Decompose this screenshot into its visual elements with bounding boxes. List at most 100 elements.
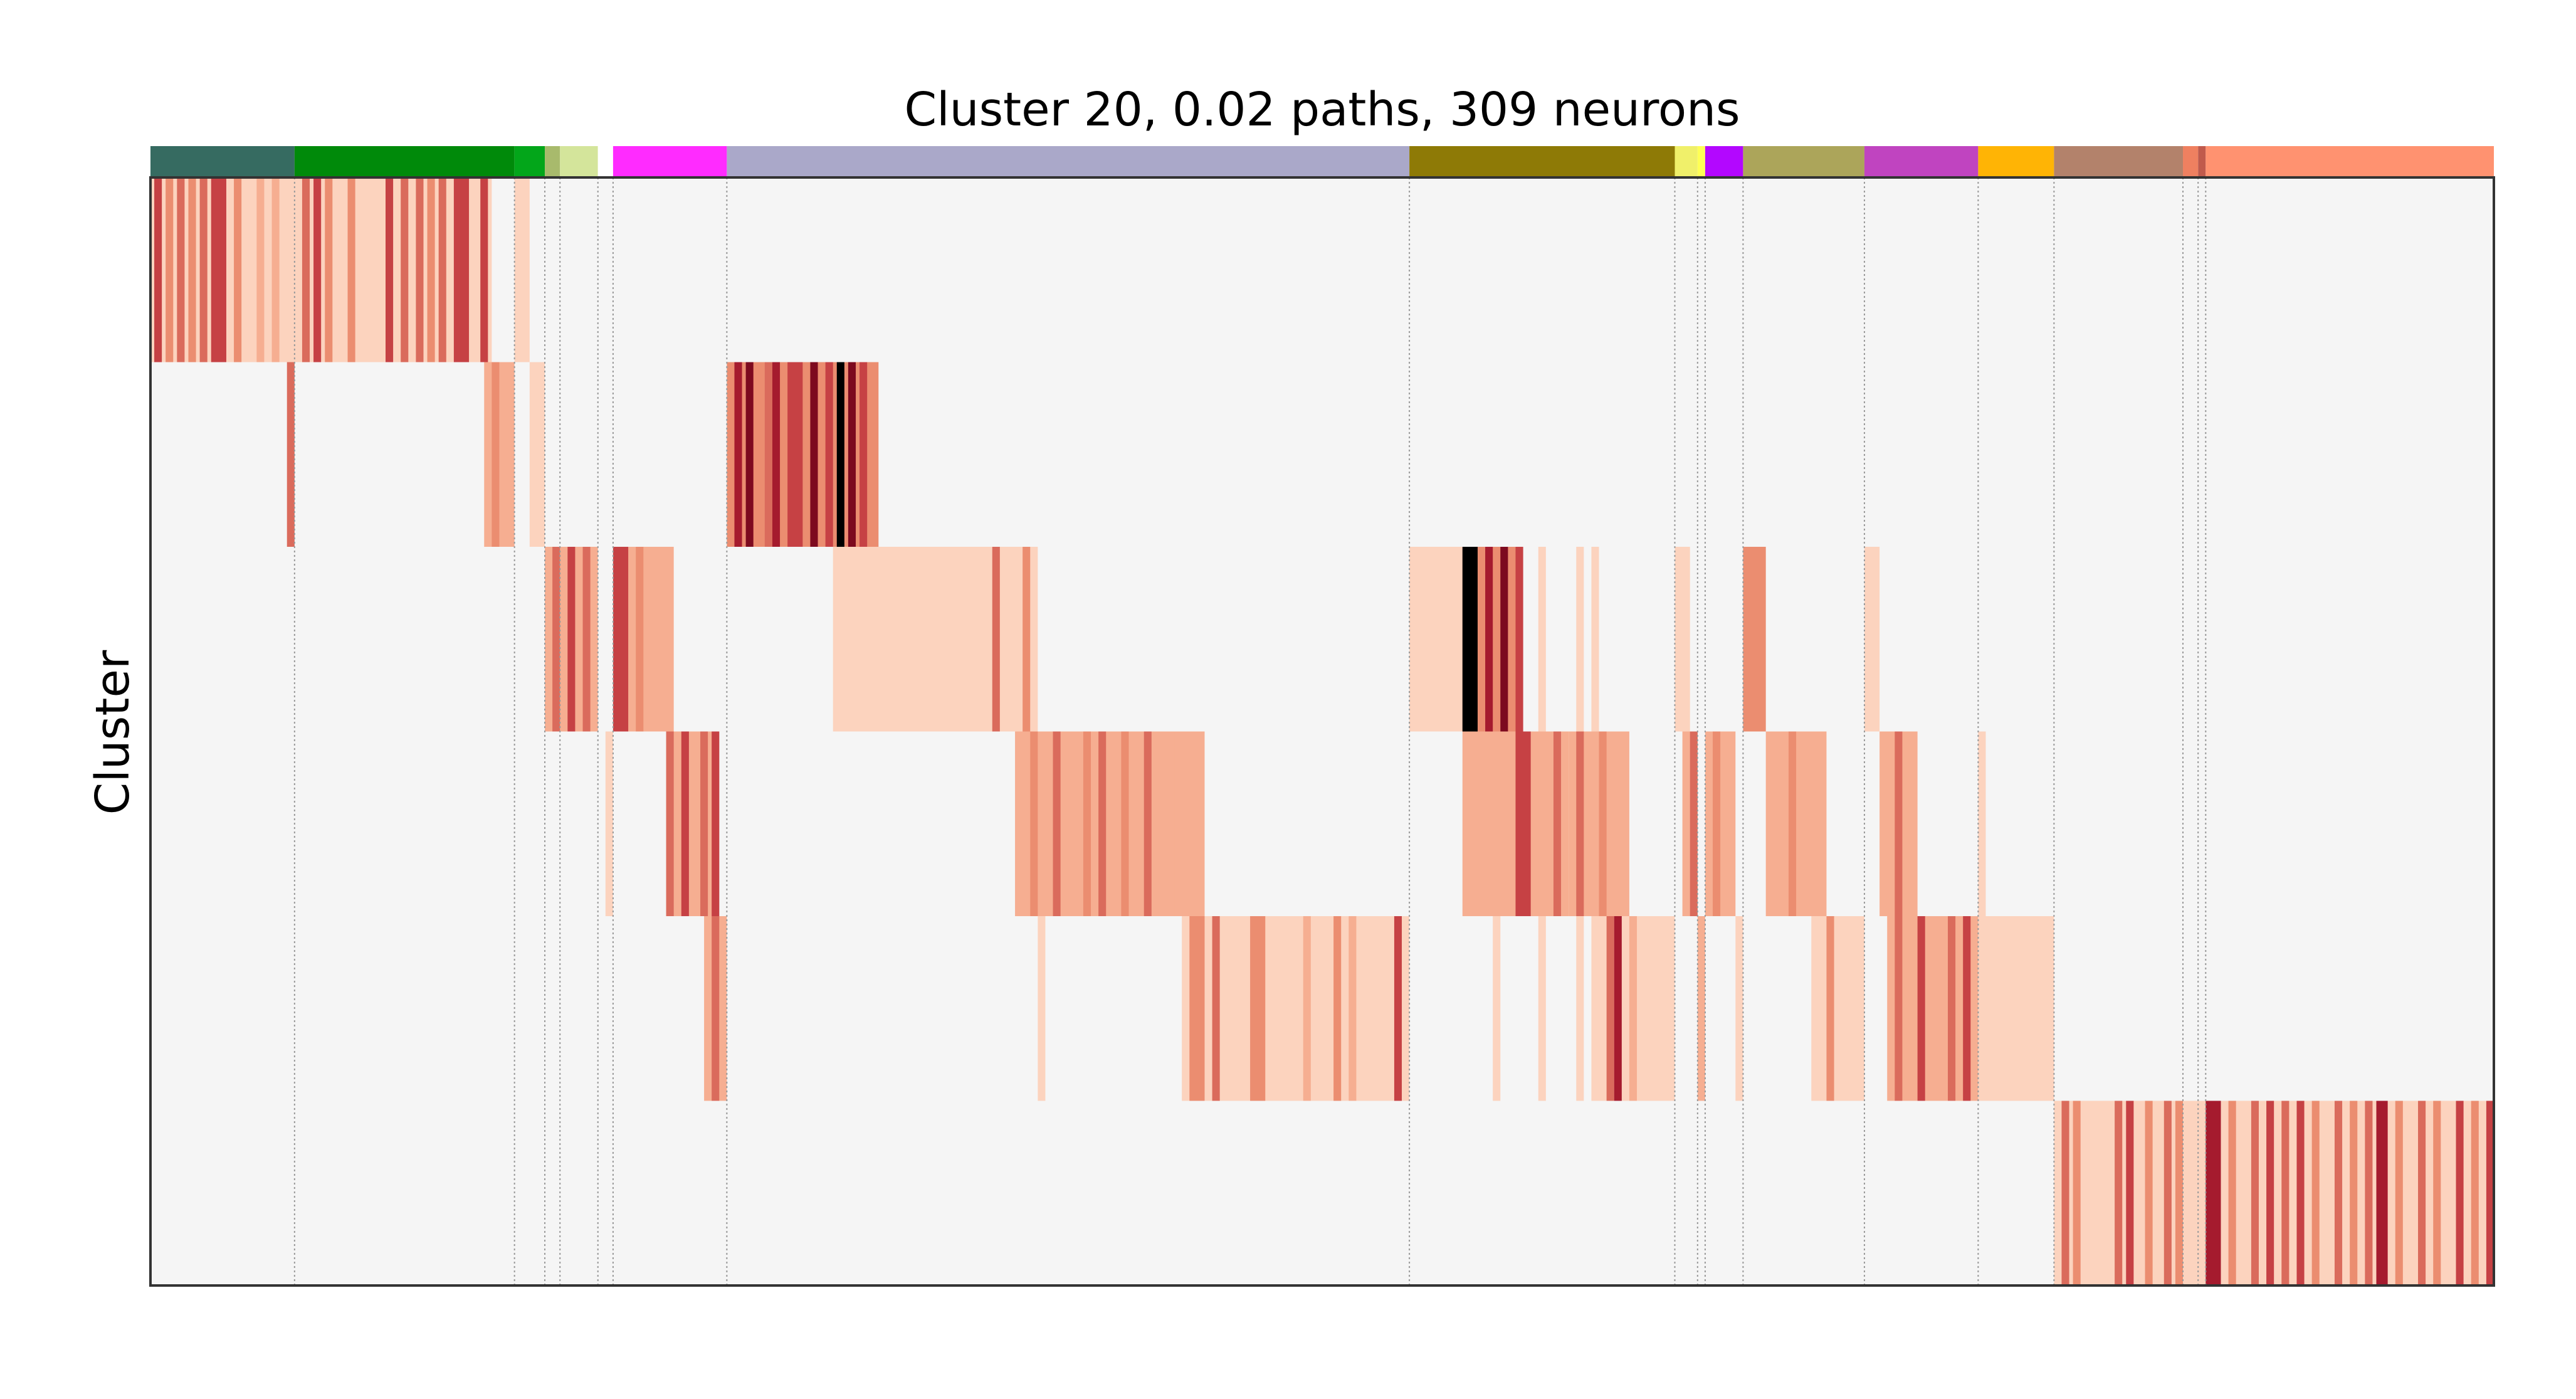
heatmap-cell xyxy=(1713,731,1721,916)
heatmap-cell xyxy=(2395,1101,2403,1285)
heatmap-row xyxy=(545,547,1880,732)
heatmap-cell xyxy=(1895,731,1903,916)
heatmap-cell xyxy=(2471,1101,2479,1285)
group-bar-segment xyxy=(597,146,613,177)
heatmap-cell xyxy=(1212,916,1220,1101)
heatmap-cell xyxy=(256,177,265,362)
heatmap-cell-block xyxy=(1735,916,1743,1101)
heatmap-cell-block xyxy=(1493,916,1501,1101)
heatmap-cell xyxy=(199,177,208,362)
heatmap-cell xyxy=(2145,1101,2153,1285)
heatmap-cell-block xyxy=(1674,547,1690,732)
heatmap-cell xyxy=(2266,1101,2274,1285)
group-bar-segment xyxy=(560,146,598,177)
heatmap-row xyxy=(2054,1101,2494,1285)
group-bar-segment xyxy=(612,146,727,177)
group-bar-segment xyxy=(2183,146,2199,177)
heatmap-cell xyxy=(2126,1101,2134,1285)
group-bar-segment xyxy=(2205,146,2494,177)
heatmap-cell xyxy=(2350,1101,2358,1285)
heatmap-cell xyxy=(1515,731,1531,916)
heatmap-cell-block xyxy=(514,177,530,362)
heatmap-cell-block xyxy=(1743,547,1766,732)
heatmap-cell xyxy=(745,362,754,547)
heatmap-cell xyxy=(836,362,844,547)
group-bar-segment xyxy=(1705,146,1743,177)
heatmap-cell xyxy=(2205,1101,2221,1285)
heatmap-cell xyxy=(1895,916,1903,1101)
heatmap-cell xyxy=(1189,916,1205,1101)
heatmap-cell xyxy=(177,177,185,362)
heatmap-cell-block xyxy=(1811,916,1864,1101)
heatmap-cell xyxy=(1303,916,1311,1101)
heatmap-cell xyxy=(1250,916,1266,1101)
group-bar-segment xyxy=(1864,146,1979,177)
heatmap-cell xyxy=(1788,731,1797,916)
heatmap-cell xyxy=(552,547,560,732)
heatmap-cell xyxy=(1948,916,1956,1101)
heatmap-row xyxy=(605,731,1986,916)
heatmap-cell xyxy=(810,362,818,547)
heatmap-cell xyxy=(825,362,833,547)
heatmap-cell xyxy=(401,177,409,362)
heatmap-cell xyxy=(1963,916,1971,1101)
heatmap-cell xyxy=(492,362,500,547)
heatmap-cell xyxy=(1599,731,1607,916)
heatmap-cell xyxy=(427,177,435,362)
heatmap-cell xyxy=(772,362,781,547)
heatmap-cell xyxy=(234,177,242,362)
heatmap-cell xyxy=(567,547,576,732)
group-separator-lines xyxy=(293,177,2207,1285)
heatmap-cell xyxy=(416,177,424,362)
heatmap-cell xyxy=(666,731,674,916)
heatmap-cell xyxy=(848,362,856,547)
heatmap-cell xyxy=(313,177,322,362)
heatmap-cell xyxy=(1826,916,1834,1101)
heatmap-cell xyxy=(992,547,1000,732)
heatmap-cell xyxy=(2486,1101,2494,1285)
heatmap-cell-block xyxy=(1538,916,1546,1101)
heatmap-cell xyxy=(860,362,868,547)
heatmap-cell xyxy=(612,547,629,732)
heatmap-cell xyxy=(1098,731,1107,916)
heatmap-cell xyxy=(2228,1101,2236,1285)
heatmap-cell xyxy=(2061,1101,2069,1285)
group-bar-segment xyxy=(1409,146,1675,177)
group-bar-segment xyxy=(2198,146,2206,177)
heatmap-cell xyxy=(1500,547,1508,732)
chart-title: Cluster 20, 0.02 paths, 309 neurons xyxy=(904,83,1740,137)
heatmap-cell xyxy=(347,177,355,362)
heatmap-cell xyxy=(480,177,488,362)
heatmap-cell xyxy=(1030,731,1038,916)
group-bar-segment xyxy=(2054,146,2184,177)
heatmap-cell xyxy=(453,177,470,362)
heatmap-row xyxy=(150,177,530,362)
heatmap-cell xyxy=(2376,1101,2388,1285)
heatmap-cell xyxy=(1917,916,1925,1101)
heatmap-cell xyxy=(2073,1101,2081,1285)
heatmap-cell xyxy=(2456,1101,2464,1285)
heatmap-cell-block xyxy=(287,362,295,547)
heatmap-cell-block xyxy=(1591,547,1599,732)
heatmap-cell xyxy=(582,547,591,732)
heatmap-cell xyxy=(1167,731,1175,916)
heatmap-cell xyxy=(2418,1101,2426,1285)
heatmap-cell xyxy=(1348,916,1357,1101)
heatmap-cell-block xyxy=(1576,547,1584,732)
heatmap-cell xyxy=(712,916,720,1101)
heatmap-cell xyxy=(386,177,394,362)
heatmap-cell xyxy=(2281,1101,2289,1285)
heatmap-cell xyxy=(325,177,333,362)
heatmap-cell-block xyxy=(1015,731,1205,916)
heatmap-cell xyxy=(764,362,772,547)
heatmap-cell xyxy=(1083,731,1091,916)
heatmap-cell-block xyxy=(1697,916,1705,1101)
heatmap-frame xyxy=(149,176,2495,1287)
group-bar-segment xyxy=(150,146,295,177)
heatmap-cell xyxy=(2175,1101,2184,1285)
heatmap-cell xyxy=(1614,916,1622,1101)
heatmap-cell-block xyxy=(1462,731,1569,916)
heatmap-cell xyxy=(154,177,162,362)
heatmap-cell xyxy=(438,177,446,362)
